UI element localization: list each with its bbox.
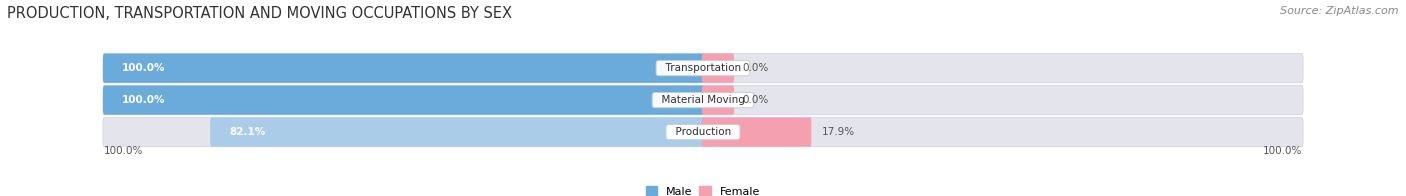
Legend: Male, Female: Male, Female (641, 182, 765, 196)
FancyBboxPatch shape (103, 85, 1303, 115)
Text: Production: Production (669, 127, 737, 137)
FancyBboxPatch shape (103, 54, 704, 83)
Text: 100.0%: 100.0% (122, 95, 166, 105)
FancyBboxPatch shape (103, 54, 1303, 83)
FancyBboxPatch shape (702, 117, 811, 147)
FancyBboxPatch shape (103, 117, 1303, 147)
FancyBboxPatch shape (103, 85, 704, 115)
FancyBboxPatch shape (209, 117, 704, 147)
FancyBboxPatch shape (702, 54, 734, 83)
Text: 100.0%: 100.0% (122, 63, 166, 73)
Text: 100.0%: 100.0% (1263, 146, 1302, 156)
Text: 82.1%: 82.1% (229, 127, 266, 137)
Text: Material Moving: Material Moving (655, 95, 751, 105)
Text: 17.9%: 17.9% (823, 127, 855, 137)
Text: Transportation: Transportation (658, 63, 748, 73)
Text: 0.0%: 0.0% (742, 63, 768, 73)
Text: 0.0%: 0.0% (742, 95, 768, 105)
FancyBboxPatch shape (702, 85, 734, 115)
Text: Source: ZipAtlas.com: Source: ZipAtlas.com (1281, 6, 1399, 16)
Text: 100.0%: 100.0% (104, 146, 143, 156)
Text: PRODUCTION, TRANSPORTATION AND MOVING OCCUPATIONS BY SEX: PRODUCTION, TRANSPORTATION AND MOVING OC… (7, 6, 512, 21)
